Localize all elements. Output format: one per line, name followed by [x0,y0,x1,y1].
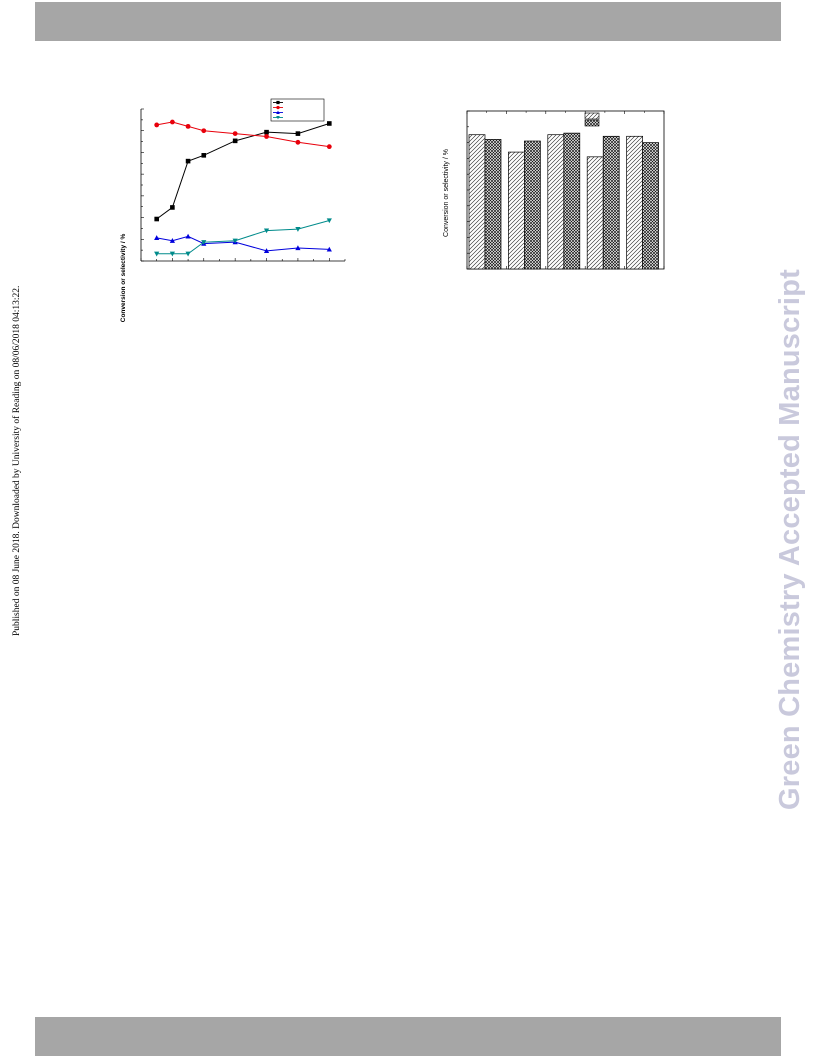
bar [508,151,525,270]
data-point [154,216,159,222]
data-point [326,144,332,150]
data-point [154,122,160,128]
data-point [169,119,175,125]
bar [563,132,581,270]
y-axis-label: Conversion or selectivity / % [443,149,450,237]
data-point [201,240,207,245]
legend-swatch [584,119,600,127]
legend-marker [276,116,280,120]
data-point [185,123,191,129]
data-point [185,251,191,257]
series-line [156,121,330,148]
data-point [169,251,175,257]
data-point [326,246,332,252]
legend-marker [276,105,280,110]
data-point [232,138,238,144]
data-point [201,153,207,158]
legend-box [270,98,325,122]
data-point [185,158,191,164]
data-point [295,245,301,251]
legend-swatch [584,112,600,120]
data-point [295,227,301,232]
data-point [263,228,270,234]
legend-marker [276,100,280,105]
data-point [201,128,207,134]
bar [547,134,565,270]
series-3 [154,233,332,253]
legend [270,98,325,122]
data-point [326,218,332,224]
bar [586,156,604,270]
series-line [156,219,330,255]
footer-band [35,1017,781,1056]
data-point [170,205,175,210]
data-point [169,238,175,243]
y-axis-label: Conversion or selectivity / % [120,234,127,323]
legend-marker [276,110,280,114]
series-line [156,235,330,252]
legend [584,112,600,127]
series-line [156,123,330,220]
header-band [35,2,781,41]
data-point [232,131,238,137]
data-point [264,134,269,139]
data-point [232,238,238,244]
bar-chart: Conversion or selectivity / % [443,110,665,270]
data-point [327,121,332,126]
data-point [185,233,191,239]
data-point [295,131,301,136]
series-1 [154,121,332,222]
bar [642,142,659,270]
data-point [154,251,160,257]
series-2 [154,119,332,150]
bar [626,135,643,270]
data-point [295,139,301,145]
bar [468,134,486,270]
data-point [264,129,269,135]
bar [484,139,502,270]
data-point [154,235,160,240]
bar [524,140,541,270]
watermark: Green Chemistry Accepted Manuscript [774,269,806,810]
data-point [263,248,270,253]
series-4 [154,218,332,257]
line-chart: Conversion or selectivity / % [120,98,346,322]
publication-note: Published on 08 June 2018. Downloaded by… [12,285,22,636]
bar [602,135,620,270]
